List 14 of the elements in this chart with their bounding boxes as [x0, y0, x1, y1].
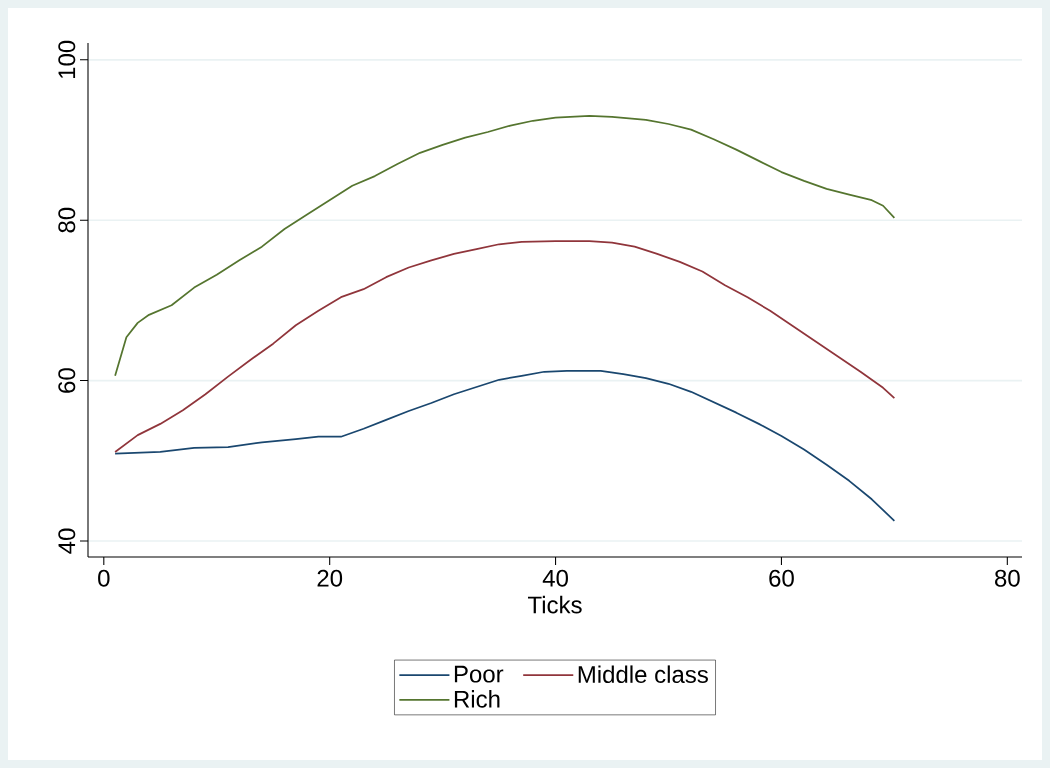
y-tick-label: 60: [58, 368, 76, 393]
y-tick-label: 80: [58, 207, 76, 233]
x-tick-label: 80: [995, 569, 1020, 587]
line-series: [114, 240, 896, 453]
legend-label: Poor: [454, 665, 504, 683]
x-tick-label: 20: [317, 569, 343, 587]
x-tick-label: 60: [769, 569, 794, 587]
x-tick-label: 40: [542, 569, 568, 587]
x-axis-title: Ticks: [527, 595, 582, 614]
legend-label: Middle class: [578, 665, 708, 684]
y-tick-label: 100: [58, 40, 76, 79]
legend-label: Rich: [454, 690, 500, 708]
y-tick-label: 40: [58, 528, 76, 554]
x-tick-label: 0: [98, 569, 110, 587]
